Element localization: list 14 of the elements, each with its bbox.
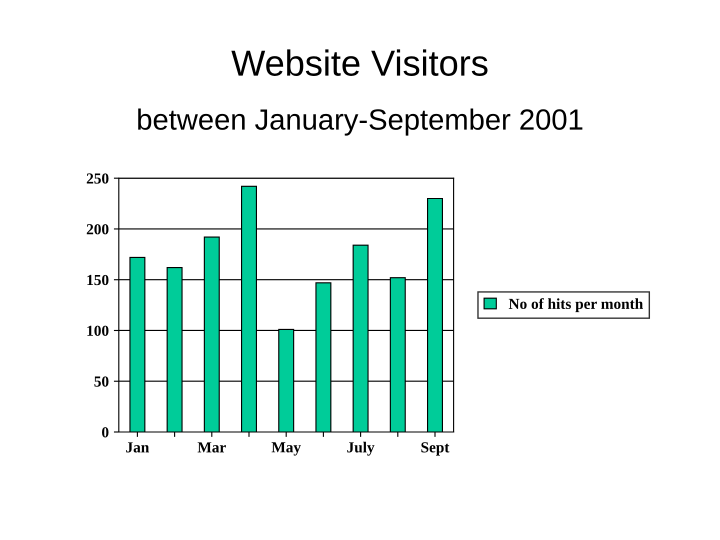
y-tick-label: 250 (86, 173, 108, 184)
y-tick-label: 50 (94, 376, 108, 387)
y-tick-label: 100 (87, 326, 108, 336)
chart-subtitle: between January-September 2001 (138, 108, 582, 136)
y-tick-label: 0 (102, 427, 108, 438)
y-tick-label: 200 (86, 224, 108, 234)
x-tick-label: Jan (126, 442, 150, 452)
chart-title: Website Visitors (231, 49, 488, 76)
x-tick-label: May (272, 442, 301, 456)
x-tick-label: Sept (421, 442, 450, 456)
x-tick-label: July (347, 442, 374, 456)
legend-label: No of hits per month (508, 298, 643, 312)
x-tick-label: Mar (198, 442, 226, 452)
y-tick-label: 150 (87, 274, 108, 286)
